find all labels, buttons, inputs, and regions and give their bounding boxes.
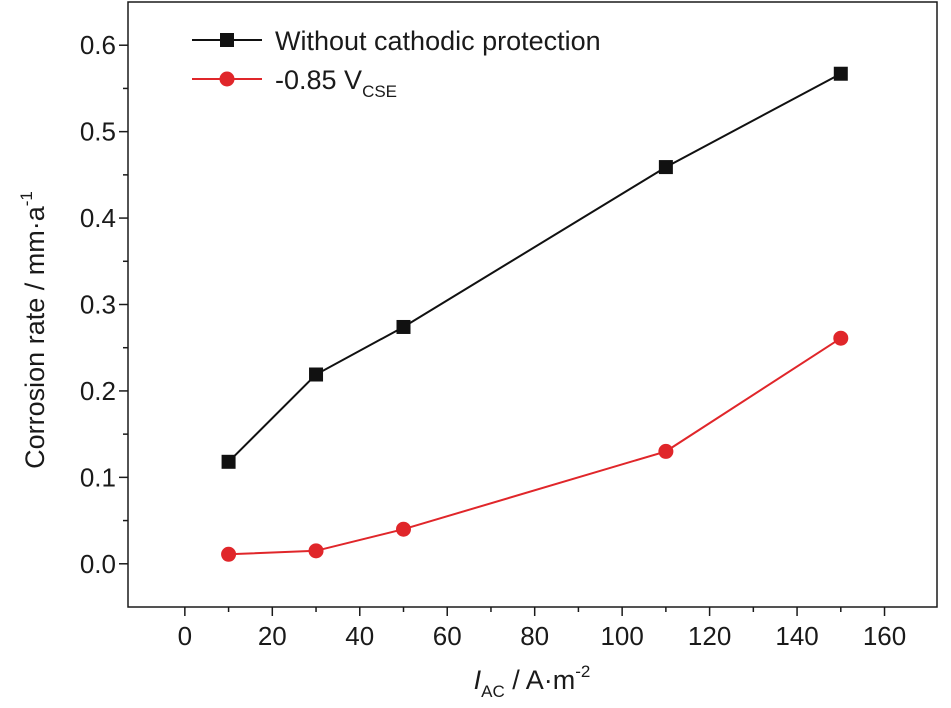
- series-1-point: [396, 319, 411, 334]
- x-tick-label: 20: [258, 621, 287, 651]
- x-tick-label: 160: [863, 621, 906, 651]
- legend-marker-series-1: [220, 33, 234, 47]
- x-tick-label: 40: [345, 621, 374, 651]
- series-1-point: [221, 454, 236, 469]
- x-tick-label: 60: [433, 621, 462, 651]
- series-2-point: [221, 546, 237, 562]
- series-2-point: [658, 443, 674, 459]
- x-tick-label: 100: [600, 621, 643, 651]
- legend-label-series-2-main: -0.85 V: [275, 65, 362, 95]
- x-axis-title-unit: / A·m: [505, 665, 576, 695]
- y-axis-title-main: Corrosion rate / mm·a: [20, 205, 50, 469]
- y-axis-ticks: 0.0 0.1 0.2 0.3 0.4 0.5 0.6: [80, 30, 128, 579]
- legend-label-series-2: -0.85 VCSE: [275, 65, 397, 101]
- x-axis-title-sub: AC: [481, 682, 505, 701]
- y-tick-label: 0.6: [80, 30, 116, 60]
- series-1-point: [833, 66, 848, 81]
- series-2-point: [395, 521, 411, 537]
- x-tick-label: 140: [775, 621, 818, 651]
- y-axis-title: Corrosion rate / mm·a-1: [17, 191, 50, 469]
- y-tick-label: 0.2: [80, 376, 116, 406]
- y-tick-label: 0.1: [80, 462, 116, 492]
- x-axis-title: IAC / A·m-2: [474, 662, 591, 701]
- series-1-point: [309, 367, 324, 382]
- x-axis-title-unit-sup: -2: [575, 662, 590, 681]
- y-tick-label: 0.4: [80, 203, 116, 233]
- y-tick-label: 0.3: [80, 290, 116, 320]
- series-layer: [221, 66, 849, 562]
- legend-label-series-2-sub: CSE: [362, 82, 397, 101]
- y-tick-label: 0.0: [80, 549, 116, 579]
- series-1-point: [658, 160, 673, 175]
- x-tick-label: 120: [688, 621, 731, 651]
- legend-label-series-1: Without cathodic protection: [275, 26, 601, 56]
- x-axis-title-main: I: [474, 665, 482, 695]
- y-axis-title-sup: -1: [17, 191, 36, 206]
- series-1: [221, 66, 848, 469]
- legend: Without cathodic protection -0.85 VCSE: [192, 26, 601, 101]
- legend-marker-series-2: [219, 71, 235, 87]
- series-2-point: [308, 543, 324, 559]
- y-tick-label: 0.5: [80, 117, 116, 147]
- x-tick-label: 80: [520, 621, 549, 651]
- x-tick-label: 0: [178, 621, 192, 651]
- series-2: [221, 330, 849, 562]
- x-axis-ticks: 0 20 40 60 80 100 120 140 160: [178, 607, 906, 651]
- series-2-point: [833, 330, 849, 346]
